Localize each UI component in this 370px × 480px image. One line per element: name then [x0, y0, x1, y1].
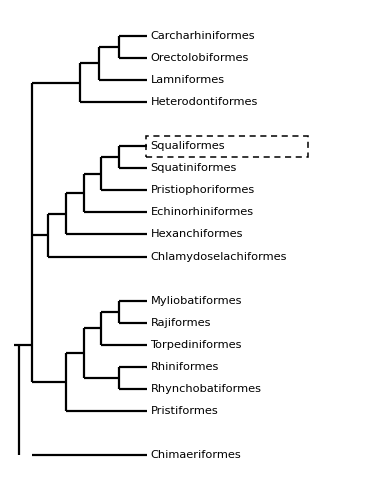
Text: Squaliformes: Squaliformes	[151, 141, 225, 151]
Text: Carcharhiniformes: Carcharhiniformes	[151, 31, 255, 41]
Text: Torpediniformes: Torpediniformes	[151, 340, 242, 350]
Text: Rajiformes: Rajiformes	[151, 318, 211, 328]
Text: Chlamydoselachiformes: Chlamydoselachiformes	[151, 252, 287, 262]
Text: Squatiniformes: Squatiniformes	[151, 163, 237, 173]
Text: Hexanchiformes: Hexanchiformes	[151, 229, 243, 240]
Text: Pristiophoriformes: Pristiophoriformes	[151, 185, 255, 195]
Text: Rhynchobatiformes: Rhynchobatiformes	[151, 384, 262, 394]
Text: Chimaeriformes: Chimaeriformes	[151, 450, 241, 460]
Text: Echinorhiniformes: Echinorhiniformes	[151, 207, 254, 217]
Text: Rhiniformes: Rhiniformes	[151, 362, 219, 372]
Text: Orectolobiformes: Orectolobiformes	[151, 53, 249, 63]
Text: Myliobatiformes: Myliobatiformes	[151, 296, 242, 306]
Text: Pristiformes: Pristiformes	[151, 406, 218, 416]
Text: Lamniformes: Lamniformes	[151, 75, 225, 85]
Text: Heterodontiformes: Heterodontiformes	[151, 97, 258, 107]
